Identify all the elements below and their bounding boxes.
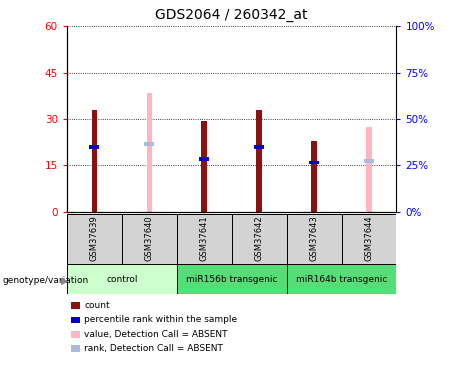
FancyBboxPatch shape — [177, 264, 287, 294]
Text: miR164b transgenic: miR164b transgenic — [296, 275, 387, 284]
FancyBboxPatch shape — [287, 214, 342, 264]
Title: GDS2064 / 260342_at: GDS2064 / 260342_at — [155, 9, 308, 22]
Text: control: control — [106, 275, 137, 284]
Text: GSM37643: GSM37643 — [309, 215, 319, 261]
Bar — [144, 142, 154, 146]
Bar — [256, 110, 262, 212]
Text: GSM37641: GSM37641 — [200, 215, 209, 261]
FancyBboxPatch shape — [67, 214, 122, 264]
Text: genotype/variation: genotype/variation — [2, 276, 89, 285]
FancyBboxPatch shape — [231, 214, 287, 264]
Bar — [309, 160, 319, 164]
Text: count: count — [84, 301, 110, 310]
Bar — [311, 141, 317, 212]
Bar — [254, 145, 264, 149]
Text: GSM37644: GSM37644 — [365, 215, 373, 261]
Text: miR156b transgenic: miR156b transgenic — [186, 275, 278, 284]
Text: GSM37640: GSM37640 — [145, 215, 154, 261]
FancyBboxPatch shape — [342, 214, 396, 264]
Text: GSM37639: GSM37639 — [90, 215, 99, 261]
Text: rank, Detection Call = ABSENT: rank, Detection Call = ABSENT — [84, 344, 223, 353]
Bar — [89, 145, 99, 149]
Bar — [92, 110, 97, 212]
Bar — [364, 159, 374, 163]
Bar — [366, 127, 372, 212]
Text: value, Detection Call = ABSENT: value, Detection Call = ABSENT — [84, 330, 228, 339]
FancyBboxPatch shape — [122, 214, 177, 264]
Bar — [201, 121, 207, 212]
Bar — [147, 93, 152, 212]
FancyBboxPatch shape — [177, 214, 231, 264]
Bar — [199, 158, 209, 161]
FancyBboxPatch shape — [287, 264, 396, 294]
Text: ▶: ▶ — [61, 276, 69, 285]
Text: GSM37642: GSM37642 — [254, 215, 264, 261]
Text: percentile rank within the sample: percentile rank within the sample — [84, 315, 237, 324]
FancyBboxPatch shape — [67, 264, 177, 294]
